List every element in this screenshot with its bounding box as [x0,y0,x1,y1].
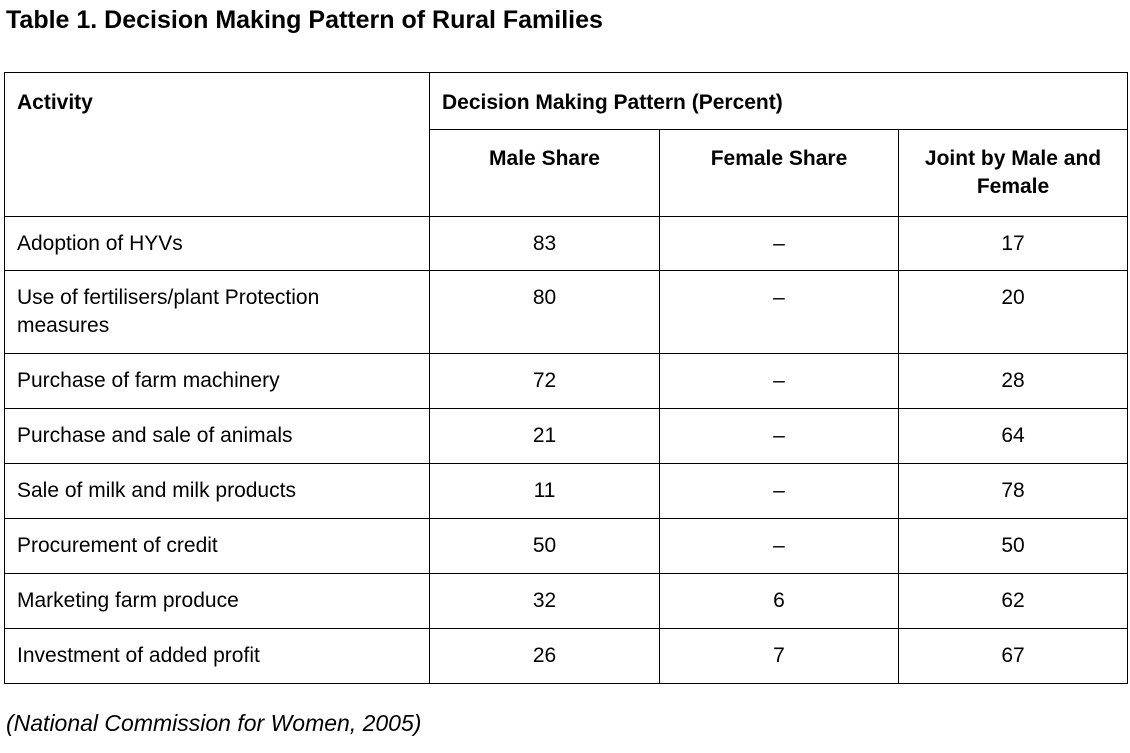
female-share-cell: – [659,408,899,464]
female-share-cell: – [659,270,899,354]
female-share-cell: 7 [659,628,899,684]
female-share-cell: – [659,216,899,271]
joint-share-cell: 67 [897,628,1129,684]
table-row: Purchase and sale of animals 21 – 64 [4,408,1129,464]
male-share-cell: 32 [429,573,660,629]
male-share-cell: 80 [429,270,660,354]
activity-cell: Adoption of HYVs [4,216,430,271]
decision-making-table: Activity Decision Making Pattern (Percen… [4,72,1129,684]
header-decision-making-pattern: Decision Making Pattern (Percent) [428,72,1129,130]
table-row: Use of fertilisers/plant Protection meas… [4,270,1129,354]
table-row: Investment of added profit 26 7 67 [4,628,1129,684]
activity-cell: Investment of added profit [4,628,430,684]
male-share-cell: 21 [429,408,660,464]
table-row: Sale of milk and milk products 11 – 78 [4,463,1129,519]
table-title: Table 1. Decision Making Pattern of Rura… [6,6,603,34]
female-share-cell: 6 [659,573,899,629]
male-share-cell: 50 [429,518,660,574]
activity-cell: Use of fertilisers/plant Protection meas… [4,270,430,354]
male-share-cell: 11 [429,463,660,519]
activity-cell: Sale of milk and milk products [4,463,430,519]
header-female-share: Female Share [659,129,899,217]
male-share-cell: 72 [429,353,660,409]
joint-share-cell: 64 [897,408,1129,464]
female-share-cell: – [659,518,899,574]
male-share-cell: 26 [429,628,660,684]
activity-cell: Marketing farm produce [4,573,430,629]
joint-share-cell: 50 [897,518,1129,574]
table-row: Purchase of farm machinery 72 – 28 [4,353,1129,409]
joint-share-cell: 28 [897,353,1129,409]
source-citation: (National Commission for Women, 2005) [6,710,422,736]
table-row: Marketing farm produce 32 6 62 [4,573,1129,629]
header-joint: Joint by Male and Female [897,129,1129,217]
table-row: Adoption of HYVs 83 – 17 [4,216,1129,271]
female-share-cell: – [659,463,899,519]
header-male-share: Male Share [429,129,660,217]
header-activity: Activity [4,72,430,217]
female-share-cell: – [659,353,899,409]
joint-share-cell: 20 [897,270,1129,354]
activity-cell: Purchase and sale of animals [4,408,430,464]
joint-share-cell: 62 [897,573,1129,629]
activity-cell: Procurement of credit [4,518,430,574]
joint-share-cell: 17 [897,216,1129,271]
male-share-cell: 83 [429,216,660,271]
activity-cell: Purchase of farm machinery [4,353,430,409]
table-row: Procurement of credit 50 – 50 [4,518,1129,574]
joint-share-cell: 78 [897,463,1129,519]
